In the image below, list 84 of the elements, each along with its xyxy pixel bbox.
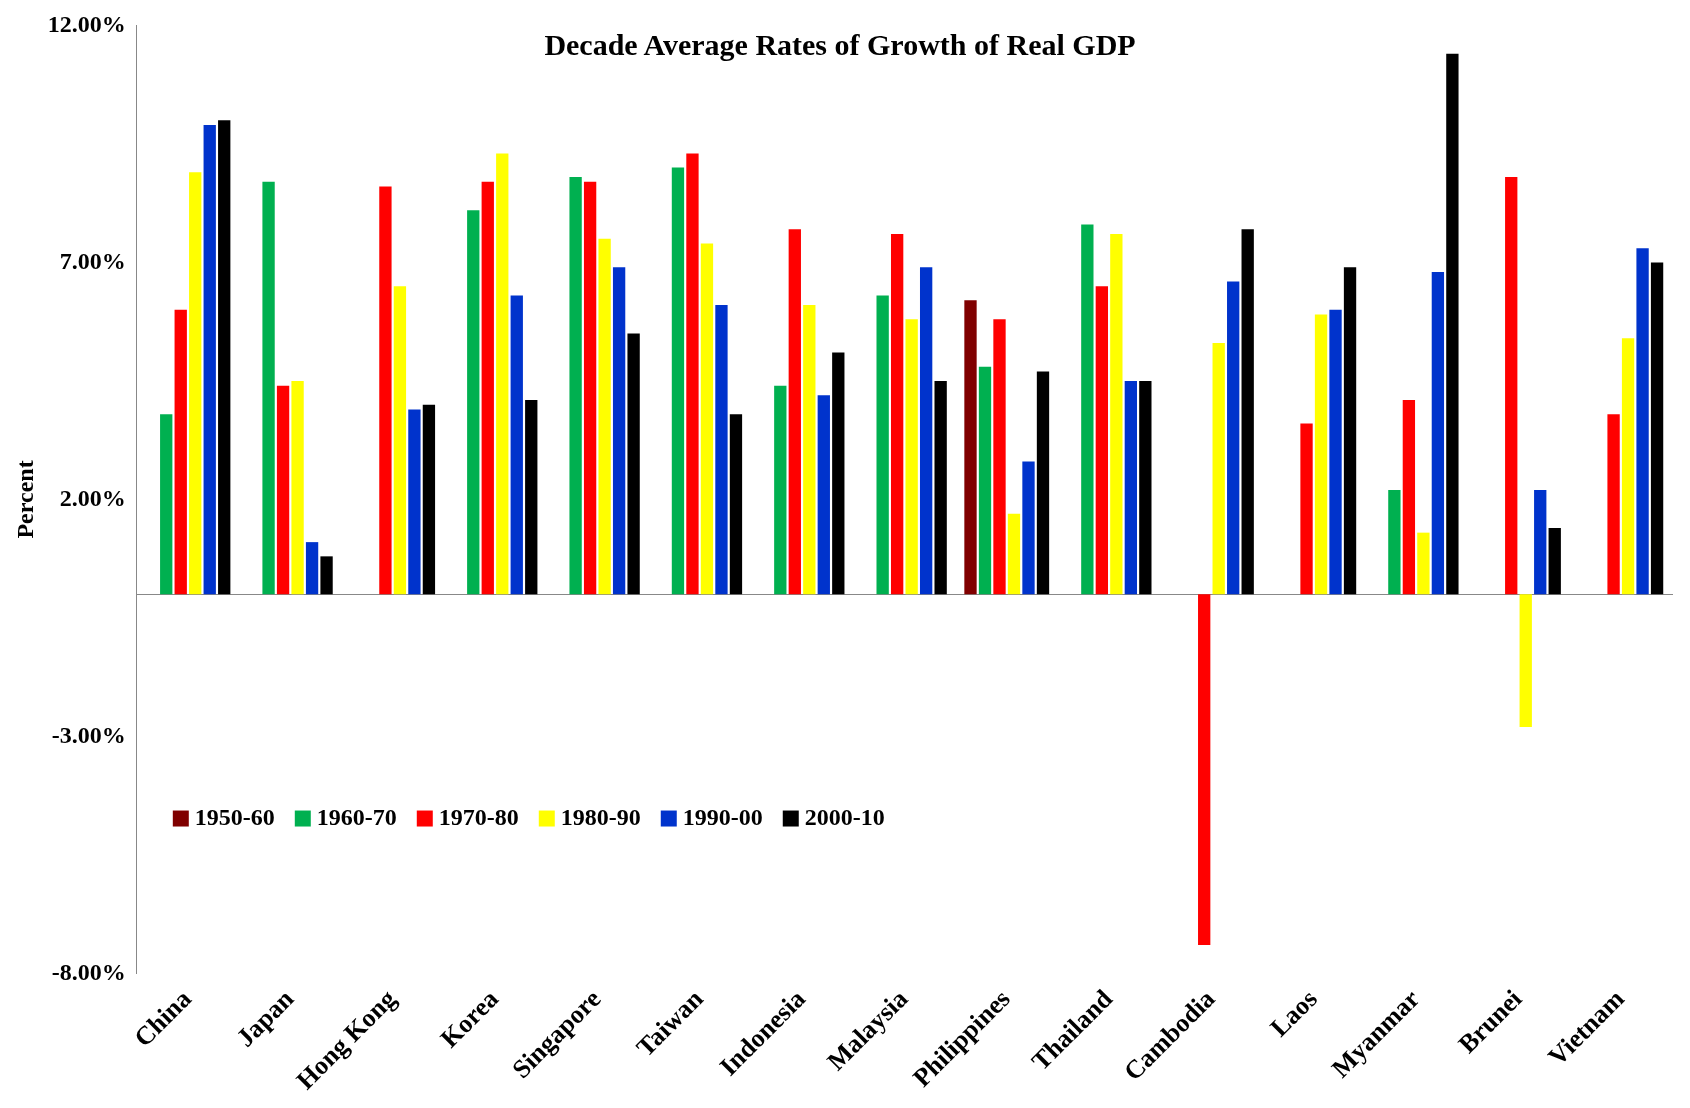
bar	[496, 153, 509, 595]
chart-title: Decade Average Rates of Growth of Real GDP	[544, 28, 1136, 62]
bar	[1241, 229, 1254, 595]
bar	[1505, 177, 1518, 595]
bar	[1095, 286, 1109, 595]
bar	[686, 153, 699, 595]
bar	[1534, 489, 1547, 595]
bar	[1519, 594, 1532, 728]
legend-label: 1980-90	[560, 803, 641, 830]
bar	[276, 385, 290, 595]
bar	[803, 305, 816, 595]
bar	[964, 300, 977, 595]
bar	[1402, 399, 1416, 595]
bar	[160, 414, 173, 595]
bar	[1343, 267, 1357, 595]
bar	[305, 542, 319, 595]
bar	[1110, 233, 1123, 595]
legend-label: 2000-10	[804, 803, 885, 830]
bar	[934, 380, 947, 595]
bar	[1036, 371, 1050, 595]
bar	[890, 233, 904, 595]
bar	[218, 120, 231, 595]
bar	[379, 186, 392, 595]
bar	[715, 305, 728, 595]
bar	[1081, 224, 1094, 595]
bar	[876, 295, 889, 595]
bar	[1300, 423, 1313, 595]
bar	[1431, 271, 1445, 595]
legend-label: 1990-00	[682, 803, 763, 830]
bar	[393, 286, 407, 595]
bar	[598, 238, 611, 595]
bar	[174, 309, 187, 595]
bar	[1329, 309, 1342, 595]
bar	[1417, 532, 1430, 595]
bar	[481, 181, 494, 595]
bar	[408, 409, 421, 595]
legend-label: 1960-70	[316, 803, 397, 830]
bar	[671, 167, 685, 595]
bar	[1388, 489, 1401, 595]
y-axis-title: Percent	[11, 460, 38, 539]
bar	[291, 380, 304, 595]
bar	[262, 181, 275, 595]
bar	[510, 295, 523, 595]
bar	[203, 124, 216, 595]
bar	[978, 366, 992, 595]
legend-label: 1970-80	[438, 803, 519, 830]
bar	[467, 210, 480, 595]
bar	[612, 267, 626, 595]
bar	[583, 181, 597, 595]
bar	[1314, 314, 1328, 595]
bar	[1446, 53, 1459, 595]
y-tick-label: 7.00%	[59, 247, 126, 274]
bar	[774, 385, 787, 595]
bar	[189, 172, 202, 595]
bar	[1139, 380, 1152, 595]
bar	[1212, 343, 1225, 595]
y-tick-label: -3.00%	[51, 721, 126, 748]
bar	[729, 414, 743, 595]
bar	[788, 229, 801, 595]
bar	[1607, 414, 1620, 595]
y-tick-label: 2.00%	[59, 484, 126, 511]
bar	[569, 177, 582, 595]
bar	[993, 319, 1006, 595]
bar	[1621, 338, 1635, 595]
bar	[1548, 527, 1561, 595]
bar	[1227, 281, 1240, 595]
y-tick-label: 12.00%	[47, 10, 126, 37]
bar	[919, 267, 933, 595]
bar	[1124, 380, 1137, 595]
legend-label: 1950-60	[194, 803, 275, 830]
bar	[627, 333, 640, 595]
y-tick-label: -8.00%	[51, 958, 126, 985]
bar	[700, 243, 714, 595]
bar	[817, 395, 830, 595]
bar	[1198, 594, 1211, 946]
bar	[320, 556, 333, 595]
bar	[525, 399, 538, 595]
bar	[1636, 248, 1649, 595]
bar	[1022, 461, 1035, 595]
bar	[832, 352, 845, 595]
bar	[1007, 513, 1021, 595]
bar	[1650, 262, 1664, 595]
bar	[905, 319, 918, 595]
bar	[422, 404, 436, 595]
